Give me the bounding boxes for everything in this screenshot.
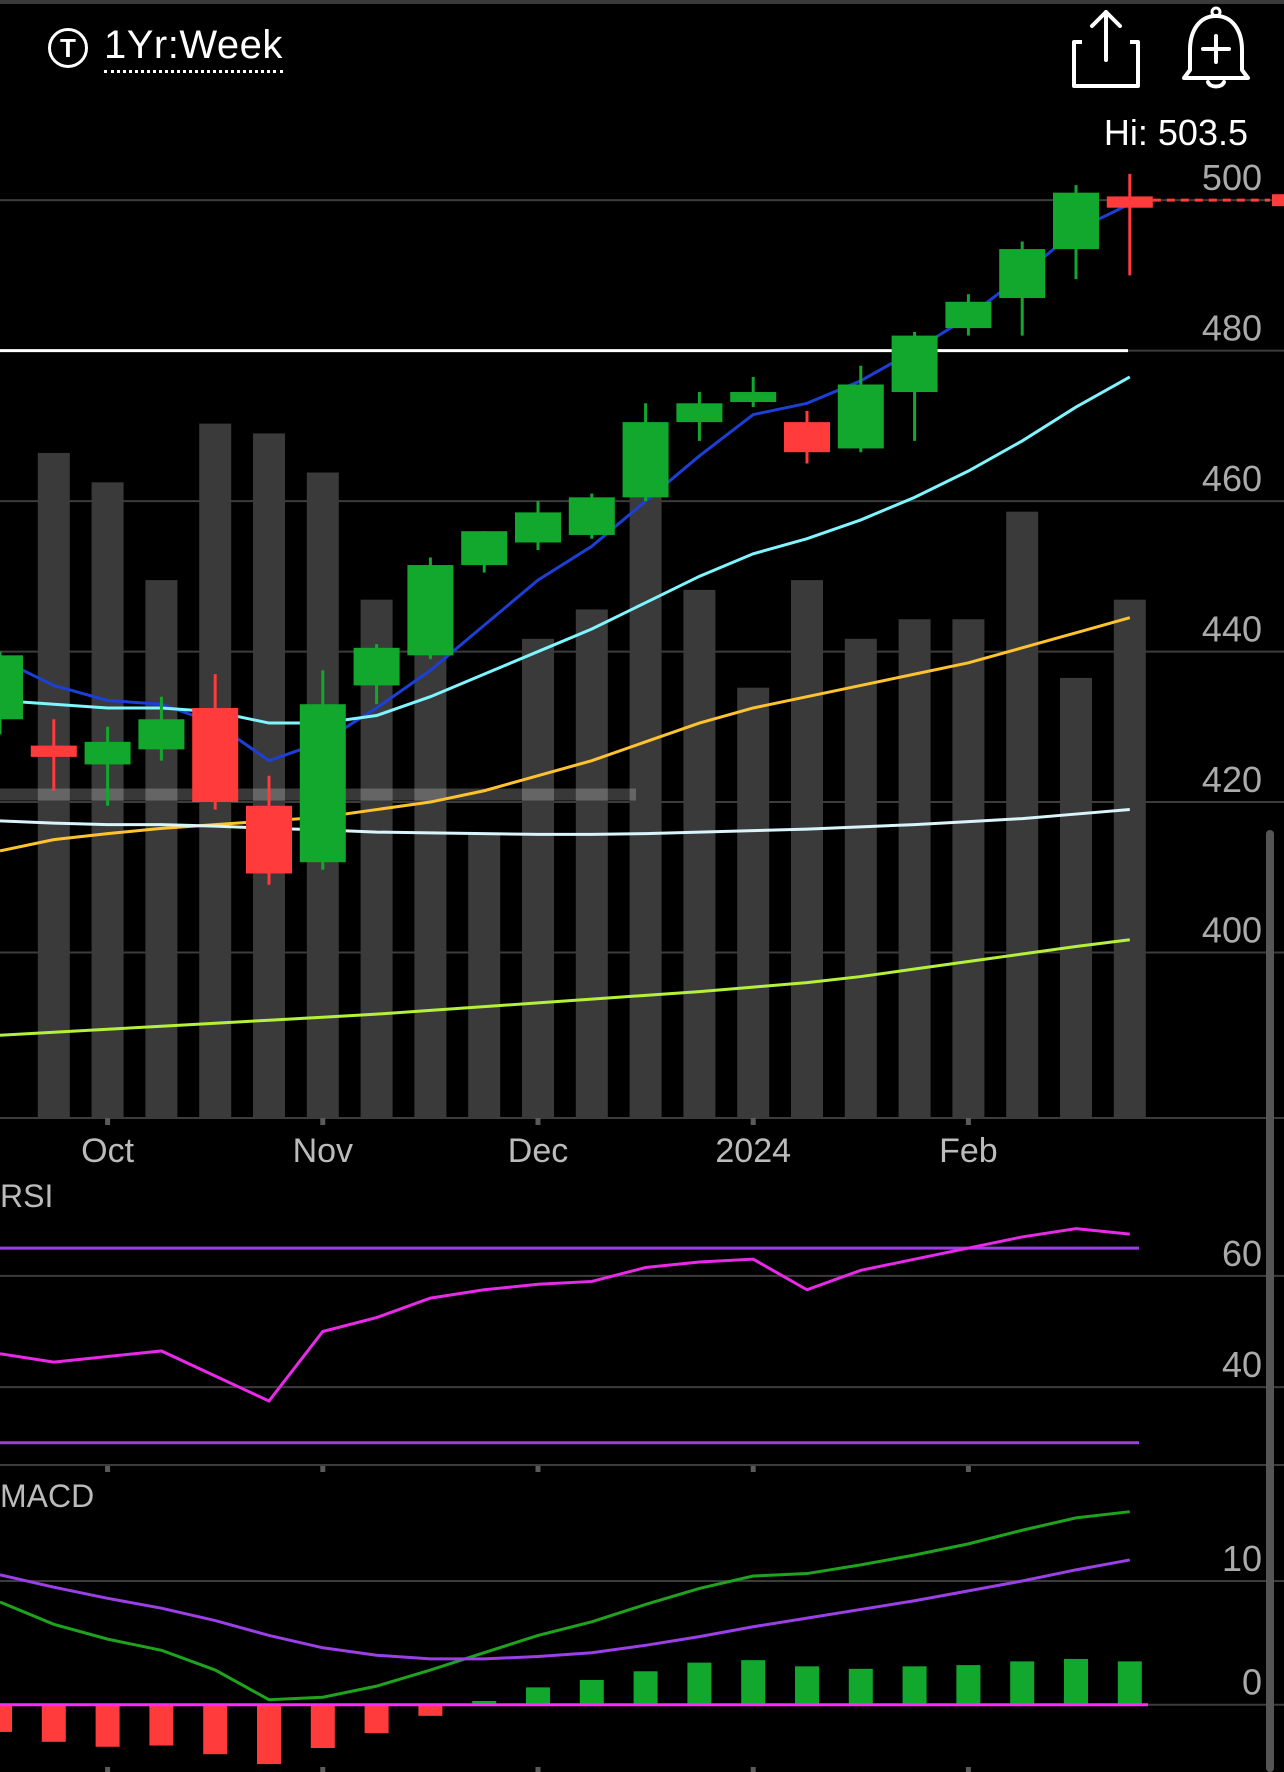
macd-histogram-bar xyxy=(902,1666,927,1705)
candle-body xyxy=(192,707,239,803)
candle-body xyxy=(84,741,131,765)
chart-header: T 1Yr:Week xyxy=(0,0,1284,100)
volume-bar xyxy=(414,619,447,1118)
candle-body xyxy=(1106,196,1153,208)
candle-body xyxy=(246,805,292,874)
macd-panel-title: MACD xyxy=(0,1478,94,1514)
price-axis-label: 500 xyxy=(1202,157,1262,198)
ma20-line xyxy=(0,375,1131,725)
macd-histogram-bar xyxy=(956,1665,981,1705)
ma10-line xyxy=(0,202,1131,763)
candle-body xyxy=(784,422,830,453)
candle-body xyxy=(353,647,400,686)
macd-histogram-bar xyxy=(795,1666,819,1705)
candle-body xyxy=(299,704,346,863)
add-alert-bell-icon[interactable] xyxy=(1178,4,1254,92)
volume-bar xyxy=(952,619,985,1118)
macd-axis-label: 0 xyxy=(1242,1662,1262,1703)
volume-bar xyxy=(468,834,501,1118)
price-axis-label: 460 xyxy=(1202,458,1262,499)
macd-histogram-bar xyxy=(1117,1661,1142,1705)
volume-bar xyxy=(629,433,662,1118)
candle-body xyxy=(622,422,669,498)
volume-bar xyxy=(737,687,770,1118)
candle-body xyxy=(1053,192,1099,250)
macd-histogram-bar xyxy=(526,1687,550,1705)
top-divider xyxy=(0,0,1284,4)
ma100-line xyxy=(0,808,1130,836)
high-price-label: Hi: 503.5 xyxy=(1103,112,1248,153)
macd-histogram-bar xyxy=(1064,1658,1088,1705)
volume-bar xyxy=(145,580,178,1118)
x-axis-label: 2024 xyxy=(715,1132,791,1170)
candle-body xyxy=(730,392,777,403)
macd-axis-label: 10 xyxy=(1222,1538,1262,1579)
candle-body xyxy=(891,335,938,393)
candle-body xyxy=(0,655,23,720)
candle-body xyxy=(138,719,185,750)
x-axis-label: Nov xyxy=(293,1132,353,1170)
macd-histogram-bar xyxy=(149,1704,174,1746)
volume-bar xyxy=(575,609,608,1118)
share-icon[interactable] xyxy=(1068,6,1144,90)
volume-bar xyxy=(898,619,931,1118)
volume-bar xyxy=(522,638,554,1118)
x-axis-label: Oct xyxy=(81,1132,134,1170)
macd-histogram-bar xyxy=(579,1679,604,1705)
candle-body xyxy=(407,565,454,656)
volume-bar xyxy=(791,580,823,1118)
macd-histogram-bar xyxy=(257,1704,281,1765)
scrollbar[interactable] xyxy=(1266,830,1274,1772)
price-axis-label: 420 xyxy=(1202,759,1262,800)
macd-histogram-bar xyxy=(1010,1661,1035,1705)
volume-bar xyxy=(683,589,716,1118)
x-axis-label: Dec xyxy=(508,1132,568,1170)
rsi-panel-title: RSI xyxy=(0,1178,53,1214)
macd-histogram-bar xyxy=(633,1671,658,1705)
signal-line xyxy=(0,1558,1131,1661)
macd-histogram-bar xyxy=(95,1704,120,1747)
macd-histogram-bar xyxy=(472,1700,497,1705)
period-label: 1Yr:Week xyxy=(104,23,283,73)
rsi-line xyxy=(0,1227,1130,1403)
macd-histogram-bar xyxy=(687,1662,712,1705)
price-axis-label: 440 xyxy=(1202,609,1262,650)
ma200-line xyxy=(0,938,1130,1037)
candle-body xyxy=(461,531,508,566)
candle-body xyxy=(676,403,723,423)
macd-histogram-bar xyxy=(41,1704,66,1742)
candle-body xyxy=(568,497,615,535)
rsi-axis-label: 40 xyxy=(1222,1344,1262,1385)
macd-histogram-bar xyxy=(203,1704,228,1755)
candle-body xyxy=(945,301,992,329)
volume-bar xyxy=(253,433,285,1118)
t-circle-icon: T xyxy=(48,28,88,68)
last-price-marker xyxy=(1272,194,1284,207)
macd-histogram-bar xyxy=(418,1704,443,1716)
macd-line xyxy=(0,1510,1130,1702)
macd-histogram-bar xyxy=(741,1660,766,1705)
rsi-axis-label: 60 xyxy=(1222,1233,1262,1274)
volume-bar xyxy=(1006,511,1039,1118)
macd-histogram-bar xyxy=(310,1704,335,1748)
period-selector[interactable]: T 1Yr:Week xyxy=(48,20,283,76)
price-axis-label: 480 xyxy=(1202,308,1262,349)
candle-body xyxy=(999,249,1046,298)
candle-body xyxy=(30,745,77,757)
macd-histogram-bar xyxy=(364,1704,389,1734)
volume-bar xyxy=(1060,677,1092,1118)
macd-histogram-bar xyxy=(0,1704,12,1732)
candle-body xyxy=(515,512,561,543)
candle-body xyxy=(837,384,884,449)
price-axis-label: 400 xyxy=(1202,909,1262,950)
volume-bar xyxy=(844,638,877,1118)
volume-bar xyxy=(1113,599,1146,1118)
macd-histogram-bar xyxy=(848,1668,873,1705)
x-axis-label: Feb xyxy=(939,1132,998,1170)
